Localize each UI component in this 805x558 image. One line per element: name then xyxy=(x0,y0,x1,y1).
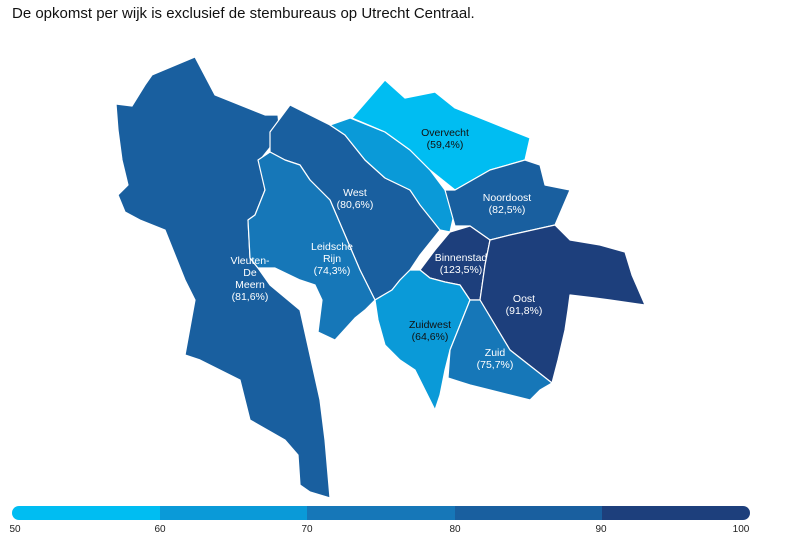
district-name-zuid: Zuid xyxy=(485,347,506,359)
district-label-overvecht: Overvecht (59,4%) xyxy=(421,127,469,151)
district-name-oost: Oost xyxy=(513,293,535,305)
district-name-binnenstad: Binnenstad xyxy=(435,252,488,264)
district-turnout-zuid: (75,7%) xyxy=(477,359,514,371)
district-name-vleuten-de-meern: Vleuten- xyxy=(230,255,270,267)
district-turnout-oost: (91,8%) xyxy=(506,305,543,317)
legend-segment-50-60 xyxy=(12,506,160,520)
district-turnout-overvecht: (59,4%) xyxy=(427,139,464,151)
district-overvecht[interactable] xyxy=(351,79,531,191)
district-turnout-west: (80,6%) xyxy=(337,199,374,211)
legend-segment-70-80 xyxy=(307,506,455,520)
district-name-leidsche-rijn: Leidsche xyxy=(311,241,353,253)
district-label-oost: Oost (91,8%) xyxy=(506,293,543,317)
map-caption: De opkomst per wijk is exclusief de stem… xyxy=(12,5,475,22)
legend-tick-90: 90 xyxy=(595,524,607,535)
district-label-binnenstad: Binnenstad (123,5%) xyxy=(435,252,488,276)
district-leidsche-rijn[interactable] xyxy=(247,151,376,341)
district-label-west: West (80,6%) xyxy=(337,187,374,211)
choropleth-map: Vleuten-De Meern (81,6%) West (80,6%) Leidsch… xyxy=(115,56,646,499)
district-label-zuid: Zuid (75,7%) xyxy=(477,347,514,371)
legend-tick-80: 80 xyxy=(449,524,461,535)
district-turnout-noordoost: (82,5%) xyxy=(489,204,526,216)
district-name-vleuten-de-meern: De xyxy=(243,267,257,279)
district-name-vleuten-de-meern: Meern xyxy=(235,279,265,291)
legend-tick-60: 60 xyxy=(154,524,166,535)
legend-tick-70: 70 xyxy=(301,524,313,535)
district-turnout-leidsche-rijn: (74,3%) xyxy=(314,265,351,277)
district-name-noordoost: Noordoost xyxy=(483,192,532,204)
legend-segment-80-90 xyxy=(454,506,603,520)
district-name-overvecht: Overvecht xyxy=(421,127,469,139)
district-label-zuidwest: Zuidwest (64,6%) xyxy=(409,319,451,343)
district-zuid[interactable] xyxy=(447,299,553,401)
legend-segment-90-100 xyxy=(602,506,750,520)
district-turnout-vleuten-de-meern: (81,6%) xyxy=(232,291,269,303)
legend-segment-60-70 xyxy=(159,506,308,520)
legend-bar xyxy=(12,506,750,520)
legend-tick-100: 100 xyxy=(732,524,750,535)
legend-tick-50: 50 xyxy=(9,524,21,535)
district-name-leidsche-rijn: Rijn xyxy=(323,253,341,265)
district-label-vleuten-de-meern: Vleuten-De Meern (81,6%) xyxy=(230,255,270,303)
district-name-zuidwest: Zuidwest xyxy=(409,319,451,331)
district-label-leidsche-rijn: Leidsche Rijn (74,3%) xyxy=(311,241,353,277)
district-turnout-zuidwest: (64,6%) xyxy=(412,331,449,343)
district-label-noordoost: Noordoost (82,5%) xyxy=(483,192,532,216)
district-turnout-binnenstad: (123,5%) xyxy=(440,264,483,276)
district-name-west: West xyxy=(343,187,367,199)
